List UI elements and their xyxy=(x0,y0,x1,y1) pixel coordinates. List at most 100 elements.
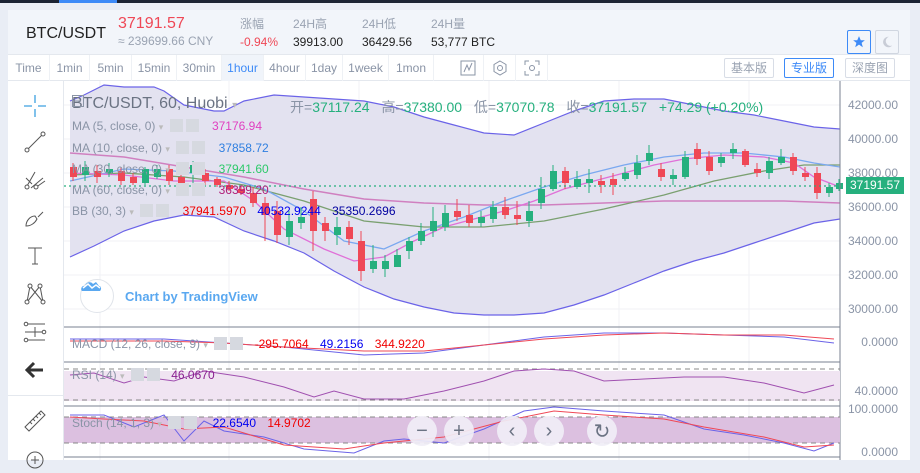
legend-bb: BB (30, 3) ▾ 37941.5970 40532.9244 35350… xyxy=(72,204,396,218)
legend-stoch: Stoch (14, 1, 3) ▾ 22.6540 14.9702 xyxy=(72,416,311,430)
settings-icon[interactable] xyxy=(140,204,154,217)
toolbar-divider xyxy=(8,395,64,396)
legend-rsi: RSI (14) ▾ 46.0670 xyxy=(72,368,215,382)
chart-title: BTC/USDT, 60, Huobi ▾ xyxy=(72,95,238,112)
interval-30min[interactable]: 30min xyxy=(177,55,222,81)
interval-1day[interactable]: 1day xyxy=(306,55,343,81)
interval-1mon[interactable]: 1mon xyxy=(389,55,434,81)
mode-depth-button[interactable]: 深度图 xyxy=(845,58,896,78)
interval-4hour[interactable]: 4hour xyxy=(264,55,306,81)
close-icon[interactable] xyxy=(192,141,206,154)
interval-5min[interactable]: 5min xyxy=(90,55,132,81)
pitchfork-icon xyxy=(24,171,46,190)
text-tool[interactable] xyxy=(20,241,50,271)
zoom-out-button[interactable]: − xyxy=(407,416,437,446)
stoch-axis-top: 100.0000 xyxy=(847,402,898,416)
chart-area[interactable]: BTC/USDT, 60, Huobi ▾ 开=37117.24 高=37380… xyxy=(64,81,910,460)
fullscreen-button[interactable] xyxy=(516,55,548,81)
y-tick: 42000.00 xyxy=(847,98,898,112)
zoom-out-icon: − xyxy=(416,419,428,442)
pattern-tool[interactable] xyxy=(20,279,50,309)
stat-24h-volume: 24H量 53,777 BTC xyxy=(431,17,496,49)
zoom-in-tool[interactable] xyxy=(20,443,50,473)
ruler-tool[interactable] xyxy=(20,406,50,436)
brush-tool[interactable] xyxy=(20,203,50,233)
settings-hex-icon xyxy=(493,60,506,76)
pitchfork-tool[interactable] xyxy=(20,165,50,195)
tradingview-cloud-icon xyxy=(81,282,102,291)
macd-axis-label: 0.0000 xyxy=(861,335,898,349)
interval-time[interactable]: Time xyxy=(8,55,50,81)
crosshair-icon xyxy=(24,95,46,117)
chevron-down-icon[interactable]: ▾ xyxy=(232,100,238,111)
fullscreen-icon xyxy=(524,60,539,76)
settings-icon[interactable] xyxy=(168,416,182,429)
trend-line-tool[interactable] xyxy=(20,127,50,157)
close-icon[interactable] xyxy=(230,337,244,350)
moon-icon xyxy=(883,36,893,48)
settings-button[interactable] xyxy=(484,55,516,81)
settings-icon[interactable] xyxy=(176,162,190,175)
mode-basic-button[interactable]: 基本版 xyxy=(724,58,775,78)
close-icon[interactable] xyxy=(146,368,160,381)
reset-chart-button[interactable]: ↻ xyxy=(587,416,617,446)
ohlc-readout: 开=37117.24 高=37380.00 低=37070.78 收=37191… xyxy=(290,99,764,115)
settings-icon[interactable] xyxy=(130,368,144,381)
settings-icon[interactable] xyxy=(176,141,190,154)
scroll-left-icon: ‹ xyxy=(508,419,516,442)
pattern-icon xyxy=(24,283,46,305)
interval-toolbar: Time 1min 5min 15min 30min 1hour 4hour 1… xyxy=(8,55,910,81)
legend-ma30: MA (30, close, 0) ▾ 37941.60 xyxy=(72,162,269,176)
theme-toggle-button[interactable] xyxy=(875,30,899,54)
favorite-button[interactable] xyxy=(847,30,871,54)
interval-15min[interactable]: 15min xyxy=(132,55,177,81)
stat-change: 涨幅 -0.94% xyxy=(240,17,279,49)
crosshair-tool[interactable] xyxy=(20,91,50,121)
zoom-in-icon: + xyxy=(453,419,465,442)
legend-ma10: MA (10, close, 0) ▾ 37858.72 xyxy=(72,141,269,155)
top-bar xyxy=(0,0,920,3)
mode-pro-button[interactable]: 专业版 xyxy=(784,58,835,78)
rsi-axis-label: 40.0000 xyxy=(854,384,898,398)
settings-icon[interactable] xyxy=(169,119,183,132)
close-icon[interactable] xyxy=(156,204,170,217)
market-header: BTC/USDT 37191.57 ≈ 239699.66 CNY 涨幅 -0.9… xyxy=(8,10,910,55)
trend-line-icon xyxy=(24,131,46,153)
close-icon[interactable] xyxy=(192,162,206,175)
last-price-tag: 37191.57 xyxy=(846,177,904,194)
close-icon[interactable] xyxy=(192,183,206,196)
indicator-icon xyxy=(460,60,475,76)
measure-tool[interactable] xyxy=(20,317,50,347)
page-scrollbar[interactable] xyxy=(910,10,920,460)
collapse-legend-icon[interactable] xyxy=(72,95,84,107)
indicator-button[interactable] xyxy=(452,55,484,81)
interval-1hour[interactable]: 1hour xyxy=(222,55,264,81)
stat-24h-high: 24H高 39913.00 xyxy=(293,17,344,49)
zoom-in-button[interactable]: + xyxy=(444,416,474,446)
interval-1min[interactable]: 1min xyxy=(50,55,90,81)
last-price: 37191.57 xyxy=(118,15,185,32)
star-icon xyxy=(853,36,865,48)
close-icon[interactable] xyxy=(185,119,199,132)
legend-ma5: MA (5, close, 0) ▾ 37176.94 xyxy=(72,119,262,133)
y-tick: 40000.00 xyxy=(847,132,898,146)
scroll-right-button[interactable]: › xyxy=(534,416,564,446)
y-tick: 34000.00 xyxy=(847,234,898,248)
y-tick: 36000.00 xyxy=(847,200,898,214)
legend-ma60: MA (60, close, 0) ▾ 36399.20 xyxy=(72,183,269,197)
scroll-right-icon: › xyxy=(545,419,553,442)
interval-1week[interactable]: 1week xyxy=(343,55,389,81)
back-arrow-icon xyxy=(24,361,43,379)
tradingview-watermark[interactable]: Chart by TradingView xyxy=(80,279,258,313)
settings-icon[interactable] xyxy=(214,337,228,350)
y-tick: 32000.00 xyxy=(847,268,898,282)
price-cny: ≈ 239699.66 CNY xyxy=(118,34,214,48)
scroll-left-button[interactable]: ‹ xyxy=(497,416,527,446)
pair-name: BTC/USDT xyxy=(26,25,106,42)
settings-icon[interactable] xyxy=(176,183,190,196)
zoom-in-icon xyxy=(26,451,44,469)
close-icon[interactable] xyxy=(184,416,198,429)
text-icon xyxy=(28,247,42,265)
back-button[interactable] xyxy=(20,355,50,385)
stoch-axis-bottom: 0.0000 xyxy=(861,445,898,459)
